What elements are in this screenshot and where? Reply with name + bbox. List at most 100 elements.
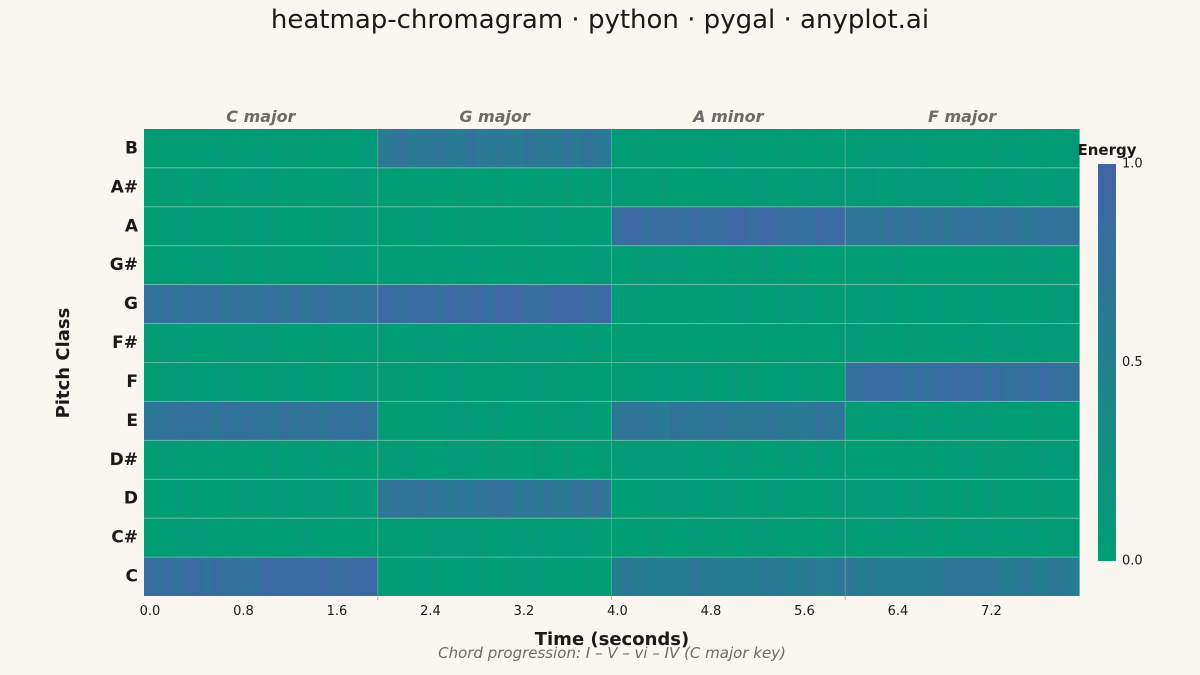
heatmap-cell bbox=[650, 401, 661, 441]
heatmap-cell bbox=[192, 362, 204, 402]
heatmap-cell bbox=[455, 557, 467, 596]
pitch-class-label: G bbox=[124, 294, 138, 314]
heatmap-cell bbox=[932, 557, 944, 596]
heatmap-cell bbox=[387, 440, 398, 480]
colorbar-gradient bbox=[1098, 164, 1116, 561]
heatmap-cell bbox=[192, 284, 204, 324]
heatmap-cell bbox=[397, 323, 408, 363]
heatmap-cell bbox=[660, 245, 671, 285]
heatmap-cell bbox=[387, 206, 398, 246]
heatmap-cell bbox=[991, 206, 1002, 246]
heatmap-cell bbox=[854, 206, 866, 246]
heatmap-cell bbox=[436, 362, 447, 402]
heatmap-cell bbox=[611, 284, 622, 324]
heatmap-cell bbox=[718, 206, 729, 246]
heatmap-cell bbox=[669, 167, 681, 207]
heatmap-cell bbox=[290, 479, 301, 519]
heatmap-cell bbox=[777, 440, 788, 480]
pitch-class-label: C bbox=[126, 567, 138, 587]
heatmap-cell bbox=[475, 206, 486, 246]
heatmap-cell bbox=[874, 323, 885, 363]
heatmap-cell bbox=[514, 206, 525, 246]
heatmap-cell bbox=[562, 206, 574, 246]
heatmap-cell bbox=[163, 440, 174, 480]
heatmap-cell bbox=[153, 518, 165, 558]
heatmap-cell bbox=[202, 167, 213, 207]
heatmap-cell bbox=[942, 323, 953, 363]
heatmap-cell bbox=[173, 245, 184, 285]
heatmap-cell bbox=[173, 518, 184, 558]
heatmap-cell bbox=[553, 440, 564, 480]
heatmap-cell bbox=[962, 401, 973, 441]
heatmap-cell bbox=[329, 362, 340, 402]
heatmap-cell bbox=[835, 284, 846, 324]
heatmap-cell bbox=[660, 440, 671, 480]
heatmap-cell bbox=[348, 401, 359, 441]
heatmap-cell bbox=[553, 557, 564, 596]
heatmap-cell bbox=[504, 129, 515, 168]
heatmap-cell bbox=[864, 284, 876, 324]
heatmap-cell bbox=[465, 245, 476, 285]
heatmap-cell bbox=[611, 206, 622, 246]
heatmap-cell bbox=[767, 518, 778, 558]
heatmap-cell bbox=[864, 245, 876, 285]
heatmap-cell bbox=[884, 245, 895, 285]
heatmap-cell bbox=[1069, 206, 1080, 246]
heatmap-cell bbox=[514, 401, 525, 441]
heatmap-cell bbox=[377, 245, 389, 285]
heatmap-cell bbox=[777, 323, 788, 363]
section-label: F major bbox=[928, 107, 997, 126]
heatmap-cell bbox=[309, 479, 320, 519]
heatmap-cell bbox=[1069, 129, 1080, 168]
heatmap-cell bbox=[728, 479, 739, 519]
heatmap-cell bbox=[923, 362, 934, 402]
heatmap-cell bbox=[348, 129, 359, 168]
heatmap-cell bbox=[991, 129, 1002, 168]
heatmap-cell bbox=[962, 284, 973, 324]
heatmap-cell bbox=[1001, 245, 1012, 285]
heatmap-cell bbox=[397, 518, 408, 558]
heatmap-cell bbox=[202, 362, 213, 402]
heatmap-cell bbox=[163, 401, 174, 441]
heatmap-cell bbox=[212, 284, 223, 324]
heatmap-cell bbox=[689, 557, 700, 596]
heatmap-cell bbox=[971, 323, 983, 363]
heatmap-cell bbox=[835, 401, 846, 441]
heatmap-cell bbox=[280, 518, 291, 558]
heatmap-cell bbox=[962, 167, 973, 207]
heatmap-cell bbox=[1010, 129, 1022, 168]
heatmap-cell bbox=[251, 323, 262, 363]
heatmap-cell bbox=[728, 284, 739, 324]
heatmap-cell bbox=[816, 518, 827, 558]
heatmap-cell bbox=[1040, 479, 1051, 519]
heatmap-cell bbox=[260, 401, 272, 441]
heatmap-cell bbox=[299, 518, 311, 558]
heatmap-cell bbox=[660, 362, 671, 402]
heatmap-cell bbox=[786, 557, 798, 596]
heatmap-cell bbox=[923, 323, 934, 363]
heatmap-cell bbox=[290, 129, 301, 168]
heatmap-cell bbox=[1020, 284, 1031, 324]
heatmap-cell bbox=[611, 167, 622, 207]
heatmap-cell bbox=[251, 167, 262, 207]
heatmap-cell bbox=[660, 557, 671, 596]
heatmap-cell bbox=[806, 440, 817, 480]
heatmap-cell bbox=[368, 557, 379, 596]
heatmap-cell bbox=[738, 362, 749, 402]
heatmap-cell bbox=[572, 206, 583, 246]
heatmap-cell bbox=[358, 440, 369, 480]
heatmap-cell bbox=[660, 129, 671, 168]
heatmap-cell bbox=[864, 362, 876, 402]
heatmap-cell bbox=[825, 362, 837, 402]
heatmap-cell bbox=[1001, 323, 1012, 363]
heatmap-cell bbox=[903, 167, 915, 207]
heatmap-cell bbox=[854, 557, 866, 596]
heatmap-cell bbox=[679, 323, 691, 363]
heatmap-cell bbox=[406, 206, 418, 246]
heatmap-cell bbox=[475, 518, 486, 558]
heatmap-cell bbox=[747, 129, 759, 168]
heatmap-cell bbox=[144, 518, 155, 558]
heatmap-cell bbox=[338, 440, 350, 480]
heatmap-cell bbox=[436, 284, 447, 324]
heatmap-cell bbox=[163, 284, 174, 324]
